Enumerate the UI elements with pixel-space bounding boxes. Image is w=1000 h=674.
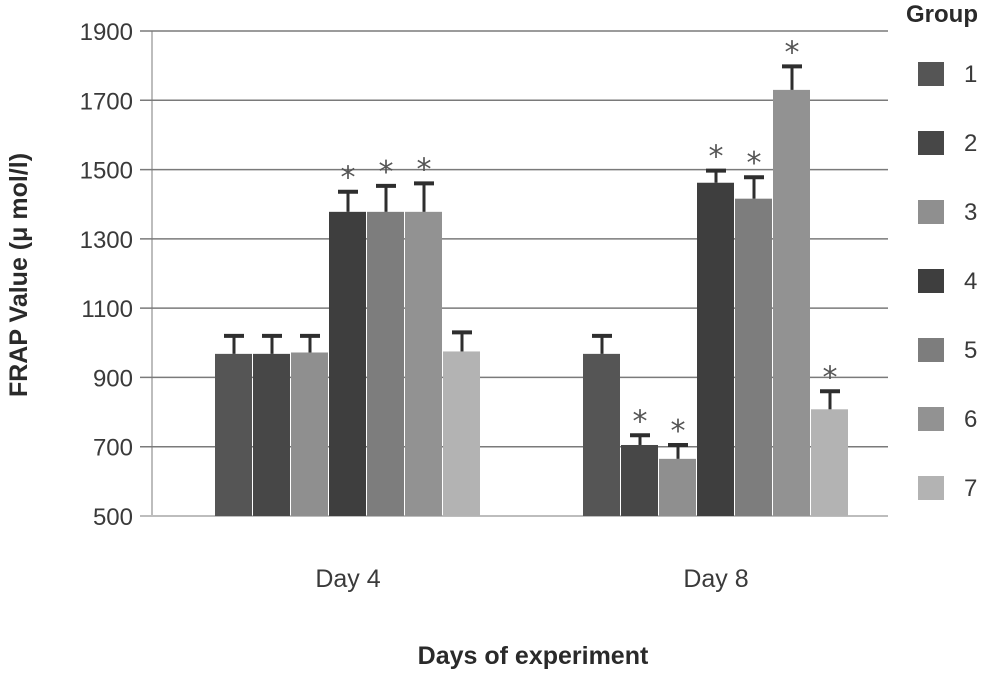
bar-group-1-day-8 [583, 353, 620, 516]
significance-marker: * [379, 155, 394, 190]
legend-entry-label: 6 [964, 406, 977, 433]
y-tick-label: 900 [93, 365, 133, 392]
legend-entry-label: 3 [964, 199, 977, 226]
bar-group-4-day-8 [697, 182, 734, 516]
x-category-label: Day 4 [315, 565, 380, 593]
bar-group-7-day-4 [443, 351, 480, 516]
legend-title: Group [906, 1, 978, 28]
significance-marker: * [747, 146, 762, 181]
significance-marker: * [823, 360, 838, 395]
y-tick-label: 500 [93, 504, 133, 531]
bar-group-2-day-8 [621, 444, 658, 516]
x-axis-categories: Day 4 Day 8 [315, 565, 748, 593]
y-axis-ticks: 500 700 900 1100 1300 1500 1700 1900 [80, 19, 133, 531]
legend-swatch [918, 407, 944, 431]
y-tick-label: 1300 [80, 227, 133, 254]
significance-marker: * [785, 35, 800, 70]
bar-group-3-day-8 [659, 458, 696, 516]
bar-group-2-day-4 [253, 353, 290, 516]
legend-swatch [918, 131, 944, 155]
significance-marker: * [671, 414, 686, 449]
y-tick-label: 1100 [81, 296, 133, 323]
legend-entry-label: 5 [964, 337, 977, 364]
legend-swatch [918, 338, 944, 362]
y-axis-title: FRAP Value (μ mol/l) [5, 153, 33, 397]
x-category-label: Day 8 [683, 565, 748, 593]
bar-group-5-day-8 [735, 198, 772, 516]
legend-entry-label: 1 [964, 61, 977, 88]
bar-group-6-day-8 [773, 89, 810, 517]
legend-swatch [918, 476, 944, 500]
legend-entry-label: 4 [964, 268, 977, 295]
bar-group-7-day-8 [811, 409, 848, 516]
legend: Group 1 2 3 4 5 6 7 [906, 1, 978, 502]
y-tick-label: 1700 [80, 88, 133, 115]
y-tick-label: 1900 [80, 19, 133, 46]
legend-entry-label: 2 [964, 130, 977, 157]
legend-swatch [918, 62, 944, 86]
legend-swatch [918, 200, 944, 224]
significance-marker: * [633, 404, 648, 439]
significance-marker: * [709, 140, 724, 175]
x-axis-title: Days of experiment [418, 642, 649, 670]
legend-swatch [918, 269, 944, 293]
y-tick-label: 1500 [80, 158, 133, 185]
y-tick-label: 700 [93, 435, 133, 462]
bar-group-4-day-4 [329, 211, 366, 517]
bar-group-6-day-4 [405, 211, 442, 517]
significance-marker: * [417, 152, 432, 187]
bar-group-3-day-4 [291, 352, 328, 516]
bar-group-5-day-4 [367, 211, 404, 517]
bar-group-1-day-4 [215, 353, 252, 516]
significance-marker: * [341, 161, 356, 196]
bars: * * * * * * * * * [215, 35, 848, 517]
legend-entry-label: 7 [964, 475, 977, 502]
